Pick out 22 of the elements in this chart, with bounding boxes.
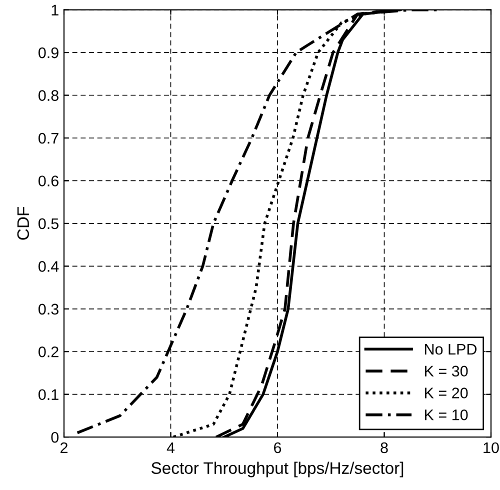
y-tick-label: 1 [52, 4, 58, 16]
y-tick-label: 0.1 [38, 389, 58, 400]
legend-label: No LPD [425, 344, 477, 355]
y-tick-label: 0.7 [38, 132, 58, 144]
y-tick-label: 0.5 [38, 218, 58, 230]
legend-label: K = 20 [425, 388, 468, 398]
y-tick-label: 0 [51, 432, 59, 443]
y-axis-title: CDF [17, 206, 30, 240]
y-tick-label: 0.3 [38, 304, 58, 315]
x-axis-title: Sector Throughput [bps/Hz/sector] [152, 462, 404, 478]
y-tick-label: 0.8 [38, 90, 58, 101]
x-tick-label: 6 [274, 442, 282, 454]
y-tick-label: 0.6 [38, 176, 58, 186]
y-tick-label: 0.2 [38, 346, 58, 358]
x-tick-label: 4 [166, 442, 175, 454]
y-tick-label: 0.9 [38, 47, 58, 58]
x-tick-label: 8 [380, 442, 388, 454]
x-tick-label: 2 [60, 442, 68, 454]
legend-label: K = 10 [425, 409, 468, 420]
x-tick-label: 10 [484, 442, 499, 454]
y-tick-label: 0.4 [38, 261, 59, 272]
legend-label: K = 30 [425, 366, 468, 377]
